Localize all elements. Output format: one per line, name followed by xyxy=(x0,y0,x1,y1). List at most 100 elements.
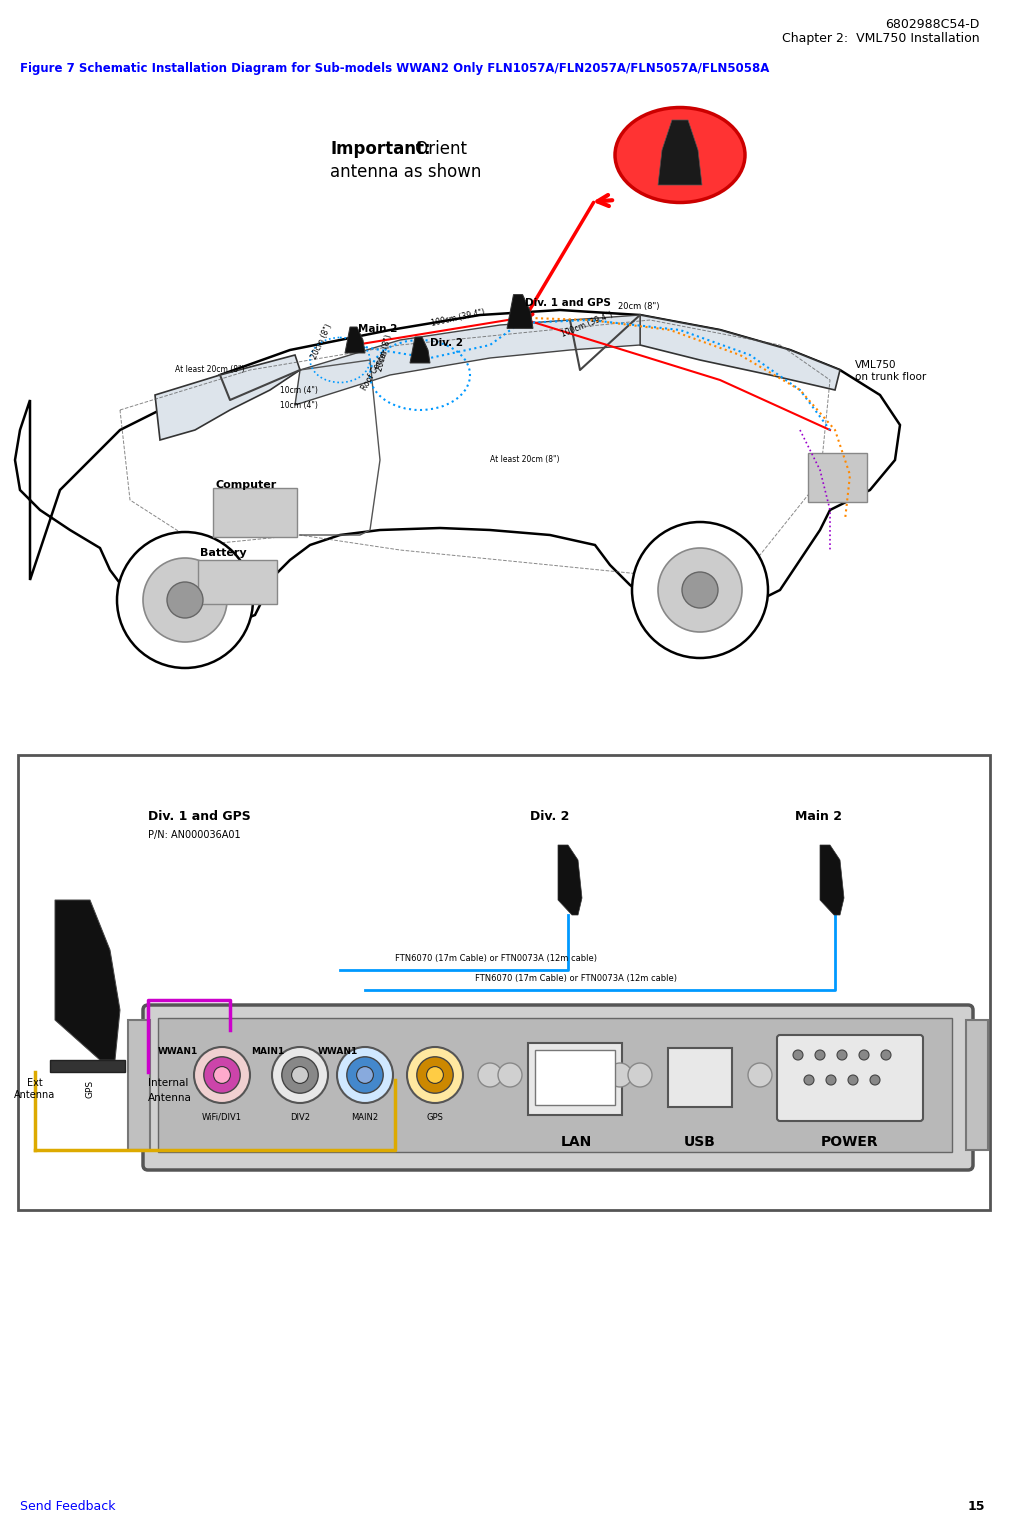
Circle shape xyxy=(478,1064,502,1087)
Text: 20cm (8"): 20cm (8") xyxy=(618,302,660,311)
Circle shape xyxy=(748,1064,772,1087)
Text: antenna as shown: antenna as shown xyxy=(330,163,481,182)
Text: Main 2: Main 2 xyxy=(795,810,842,823)
Circle shape xyxy=(292,1067,309,1083)
Circle shape xyxy=(870,1074,880,1085)
Text: 10cm (4"): 10cm (4") xyxy=(281,401,318,410)
Text: Figure 7 Schematic Installation Diagram for Sub-models WWAN2 Only FLN1057A/FLN20: Figure 7 Schematic Installation Diagram … xyxy=(20,63,770,75)
Circle shape xyxy=(837,1050,847,1061)
Text: Div. 1 and GPS: Div. 1 and GPS xyxy=(525,298,610,308)
Polygon shape xyxy=(55,900,120,1061)
Polygon shape xyxy=(410,337,430,363)
FancyBboxPatch shape xyxy=(50,1061,125,1071)
FancyBboxPatch shape xyxy=(18,755,990,1210)
Text: FTN6070 (17m Cable) or FTN0073A (12m cable): FTN6070 (17m Cable) or FTN0073A (12m cab… xyxy=(475,974,677,983)
Circle shape xyxy=(498,1064,522,1087)
Text: Ext: Ext xyxy=(27,1077,42,1088)
Circle shape xyxy=(143,559,227,642)
Circle shape xyxy=(204,1058,240,1093)
FancyBboxPatch shape xyxy=(528,1042,622,1116)
Polygon shape xyxy=(558,845,582,916)
Circle shape xyxy=(793,1050,803,1061)
FancyBboxPatch shape xyxy=(535,1050,615,1105)
Text: Div. 2: Div. 2 xyxy=(430,337,463,348)
Circle shape xyxy=(859,1050,869,1061)
Circle shape xyxy=(608,1064,632,1087)
FancyBboxPatch shape xyxy=(966,1019,988,1151)
Text: MAIN1: MAIN1 xyxy=(251,1047,285,1056)
Text: VML750
on trunk floor: VML750 on trunk floor xyxy=(855,360,926,382)
Circle shape xyxy=(167,581,203,618)
Circle shape xyxy=(347,1058,383,1093)
Text: Div. 2: Div. 2 xyxy=(530,810,569,823)
Text: Orient: Orient xyxy=(410,140,467,159)
Text: Computer: Computer xyxy=(215,481,276,490)
Text: POWER: POWER xyxy=(821,1135,879,1149)
Text: Internal: Internal xyxy=(148,1077,189,1088)
Text: Main 2: Main 2 xyxy=(358,324,398,334)
Ellipse shape xyxy=(615,107,745,203)
Text: MAIN2: MAIN2 xyxy=(351,1112,378,1122)
Text: 100cm (39.4"): 100cm (39.4") xyxy=(430,308,485,328)
Text: At least 20cm (8"): At least 20cm (8") xyxy=(175,365,244,374)
Circle shape xyxy=(282,1058,318,1093)
Text: Chapter 2:  VML750 Installation: Chapter 2: VML750 Installation xyxy=(782,32,980,44)
Circle shape xyxy=(658,548,742,632)
Polygon shape xyxy=(658,121,702,185)
Polygon shape xyxy=(507,295,533,328)
Text: Important:: Important: xyxy=(330,140,431,159)
Circle shape xyxy=(117,533,253,668)
Text: 6802988C54-D: 6802988C54-D xyxy=(886,18,980,31)
FancyBboxPatch shape xyxy=(777,1035,923,1122)
Text: GPS: GPS xyxy=(427,1112,443,1122)
Text: 15: 15 xyxy=(968,1500,985,1512)
Circle shape xyxy=(826,1074,836,1085)
Circle shape xyxy=(356,1067,373,1083)
FancyBboxPatch shape xyxy=(668,1048,732,1106)
Polygon shape xyxy=(345,327,365,353)
Text: 10cm (4"): 10cm (4") xyxy=(281,386,318,395)
Text: Roof Center: Roof Center xyxy=(360,348,390,392)
Circle shape xyxy=(815,1050,825,1061)
Circle shape xyxy=(407,1047,463,1103)
FancyBboxPatch shape xyxy=(808,453,867,502)
Polygon shape xyxy=(640,314,840,391)
Text: LAN: LAN xyxy=(560,1135,591,1149)
Polygon shape xyxy=(820,845,844,916)
Circle shape xyxy=(682,572,718,607)
Polygon shape xyxy=(295,314,640,404)
Circle shape xyxy=(848,1074,858,1085)
Circle shape xyxy=(272,1047,328,1103)
Text: WiFi/DIV1: WiFi/DIV1 xyxy=(202,1112,242,1122)
Circle shape xyxy=(881,1050,891,1061)
FancyBboxPatch shape xyxy=(143,1006,973,1170)
Text: Antenna: Antenna xyxy=(14,1090,55,1100)
Polygon shape xyxy=(15,310,900,629)
FancyBboxPatch shape xyxy=(198,560,277,604)
Circle shape xyxy=(214,1067,230,1083)
Text: Antenna: Antenna xyxy=(148,1093,192,1103)
Text: GPS: GPS xyxy=(86,1080,95,1099)
Text: DIV2: DIV2 xyxy=(290,1112,310,1122)
Text: WWAN1: WWAN1 xyxy=(318,1047,358,1056)
Circle shape xyxy=(417,1058,453,1093)
Text: Battery: Battery xyxy=(200,548,246,559)
Text: USB: USB xyxy=(684,1135,716,1149)
Circle shape xyxy=(804,1074,814,1085)
FancyBboxPatch shape xyxy=(213,488,297,537)
Polygon shape xyxy=(155,356,300,439)
Text: At least 20cm (8"): At least 20cm (8") xyxy=(490,455,560,464)
Text: Div. 1 and GPS: Div. 1 and GPS xyxy=(148,810,251,823)
Text: 20cm (8"): 20cm (8") xyxy=(375,333,394,372)
FancyBboxPatch shape xyxy=(128,1019,150,1151)
FancyBboxPatch shape xyxy=(158,1018,952,1152)
Circle shape xyxy=(194,1047,250,1103)
Text: WWAN1: WWAN1 xyxy=(157,1047,198,1056)
Text: 20cm (8"): 20cm (8") xyxy=(310,322,334,360)
Text: Send Feedback: Send Feedback xyxy=(20,1500,115,1512)
Text: 100cm (39.4"): 100cm (39.4") xyxy=(560,310,614,339)
Text: FTN6070 (17m Cable) or FTN0073A (12m cable): FTN6070 (17m Cable) or FTN0073A (12m cab… xyxy=(395,954,597,963)
Circle shape xyxy=(337,1047,393,1103)
Text: P/N: AN000036A01: P/N: AN000036A01 xyxy=(148,830,240,839)
Circle shape xyxy=(628,1064,652,1087)
